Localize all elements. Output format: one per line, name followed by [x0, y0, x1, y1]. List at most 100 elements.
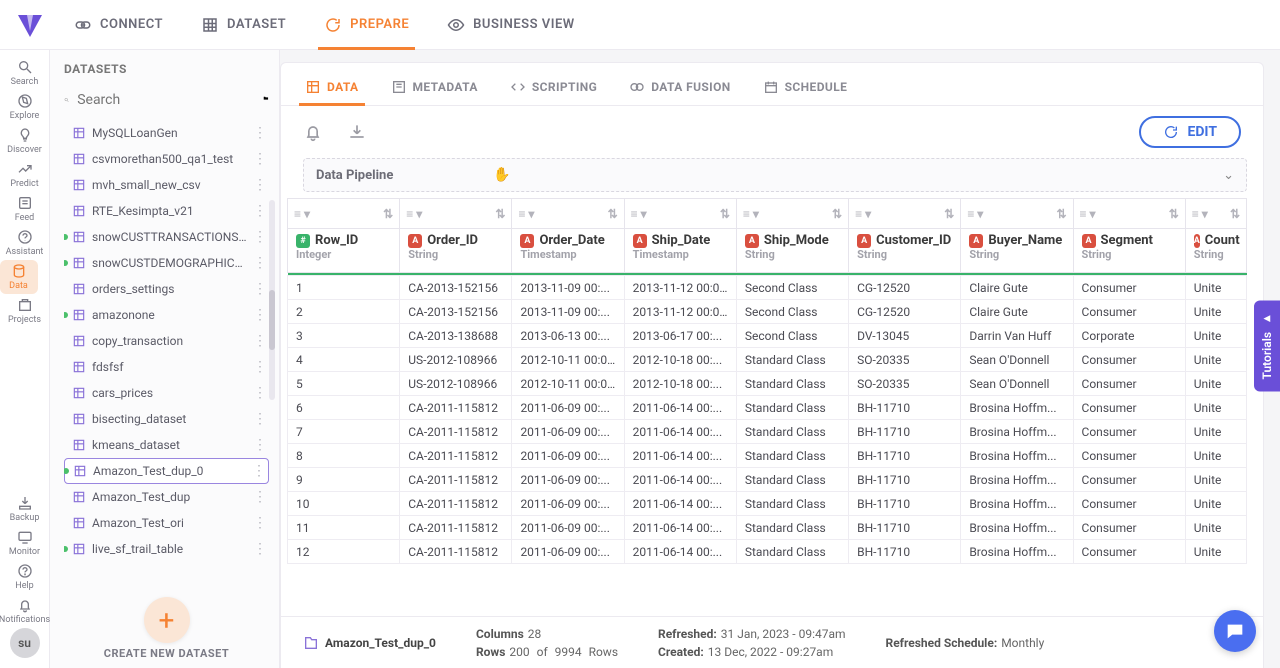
table-row[interactable]: 12CA-2011-1158122011-06-09 00:...2011-06…	[288, 540, 1247, 564]
dataset-item[interactable]: csvmorethan500_qa1_test⋮	[64, 146, 269, 172]
rail-feed[interactable]: Feed	[0, 192, 50, 226]
table-row[interactable]: 6CA-2011-1158122011-06-09 00:...2011-06-…	[288, 396, 1247, 420]
rail-help[interactable]: Help	[0, 560, 50, 594]
more-icon[interactable]: ⋮	[253, 203, 265, 219]
column-filter[interactable]: ≡ ▾⇅	[1185, 199, 1246, 229]
more-icon[interactable]: ⋮	[253, 411, 265, 427]
table-row[interactable]: 2CA-2013-1521562013-11-09 00:...2013-11-…	[288, 300, 1247, 324]
topnav-business-view[interactable]: BUSINESS VIEW	[447, 1, 575, 49]
column-header[interactable]: AOrder_DateTimestamp	[512, 229, 624, 273]
dataset-item[interactable]: orders_settings⋮	[64, 276, 269, 302]
tutorials-tab[interactable]: Tutorials ▸	[1254, 300, 1280, 391]
chat-button[interactable]	[1214, 610, 1256, 652]
add-dataset-button[interactable]: +	[144, 597, 190, 643]
column-name: Segment	[1101, 233, 1153, 248]
edit-button[interactable]: EDIT	[1139, 116, 1241, 148]
table-row[interactable]: 8CA-2011-1158122011-06-09 00:...2011-06-…	[288, 444, 1247, 468]
dataset-item[interactable]: Amazon_Test_dup_0⋮	[64, 458, 269, 484]
rail-backup[interactable]: Backup	[0, 492, 50, 526]
more-icon[interactable]: ⋮	[253, 333, 265, 349]
table-row[interactable]: 3CA-2013-1386882013-06-13 00:...2013-06-…	[288, 324, 1247, 348]
table-row[interactable]: 10CA-2011-1158122011-06-09 00:...2011-06…	[288, 492, 1247, 516]
more-icon[interactable]: ⋮	[253, 125, 265, 141]
rail-predict[interactable]: Predict	[0, 158, 50, 192]
rail-discover[interactable]: Discover	[0, 124, 50, 158]
column-filter[interactable]: ≡ ▾⇅	[849, 199, 961, 229]
data-pipeline-bar[interactable]: Data Pipeline ✋ ⌄	[303, 158, 1247, 192]
dataset-item[interactable]: fdsfsf⋮	[64, 354, 269, 380]
column-header[interactable]: ASegmentString	[1073, 229, 1185, 273]
dataset-scrollbar[interactable]	[269, 200, 275, 400]
column-header[interactable]: ABuyer_NameString	[961, 229, 1073, 273]
dataset-item[interactable]: bisecting_dataset⋮	[64, 406, 269, 432]
dataset-item[interactable]: live_sf_trail_table⋮	[64, 536, 269, 562]
subtab-data[interactable]: DATA	[303, 73, 361, 105]
dataset-item[interactable]: Amazon_Test_dup⋮	[64, 484, 269, 510]
more-icon[interactable]: ⋮	[253, 489, 265, 505]
user-avatar[interactable]: su	[10, 628, 40, 658]
dataset-search-input[interactable]	[77, 92, 255, 108]
dataset-item[interactable]: mvh_small_new_csv⋮	[64, 172, 269, 198]
more-icon[interactable]: ⋮	[253, 307, 265, 323]
subtab-schedule[interactable]: SCHEDULE	[761, 73, 850, 105]
more-icon[interactable]: ⋮	[253, 515, 265, 531]
more-icon[interactable]: ⋮	[253, 151, 265, 167]
subtab-metadata[interactable]: METADATA	[389, 73, 480, 105]
dataset-item[interactable]: kmeans_dataset⋮	[64, 432, 269, 458]
column-filter[interactable]: ≡ ▾⇅	[288, 199, 400, 229]
rail-monitor[interactable]: Monitor	[0, 526, 50, 560]
table-row[interactable]: 4US-2012-1089662012-10-11 00:0...2012-10…	[288, 348, 1247, 372]
table-row[interactable]: 11CA-2011-1158122011-06-09 00:...2011-06…	[288, 516, 1247, 540]
column-filter[interactable]: ≡ ▾⇅	[512, 199, 624, 229]
dataset-item[interactable]: snowCUSTDEMOGRAPHICS_T...⋮	[64, 250, 269, 276]
more-icon[interactable]: ⋮	[253, 541, 265, 557]
rail-assistant[interactable]: Assistant	[0, 226, 50, 260]
column-filter[interactable]: ≡ ▾⇅	[400, 199, 512, 229]
chevron-down-icon[interactable]: ⌄	[1223, 168, 1234, 183]
dataset-item[interactable]: snowCUSTTRANSACTIONS_T...⋮	[64, 224, 269, 250]
more-icon[interactable]: ⋮	[253, 281, 265, 297]
table-row[interactable]: 7CA-2011-1158122011-06-09 00:...2011-06-…	[288, 420, 1247, 444]
column-header[interactable]: AShip_ModeString	[736, 229, 848, 273]
rail-explore[interactable]: Explore	[0, 90, 50, 124]
more-icon[interactable]: ⋮	[253, 229, 265, 245]
column-header[interactable]: ACountString	[1185, 229, 1246, 273]
table-row[interactable]: 9CA-2011-1158122011-06-09 00:...2011-06-…	[288, 468, 1247, 492]
rail-search[interactable]: Search	[0, 56, 50, 90]
table-row[interactable]: 1CA-2013-1521562013-11-09 00:...2013-11-…	[288, 276, 1247, 300]
column-header[interactable]: AShip_DateTimestamp	[624, 229, 736, 273]
rail-data[interactable]: Data	[0, 260, 38, 294]
dataset-item[interactable]: amazonone⋮	[64, 302, 269, 328]
column-header[interactable]: #Row_IDInteger	[288, 229, 400, 273]
dataset-item[interactable]: MySQLLoanGen⋮	[64, 120, 269, 146]
dataset-item[interactable]: Amazon_Test_ori⋮	[64, 510, 269, 536]
download-icon[interactable]	[347, 122, 367, 142]
folder-icon[interactable]	[263, 90, 269, 110]
more-icon[interactable]: ⋮	[253, 177, 265, 193]
more-icon[interactable]: ⋮	[253, 385, 265, 401]
dataset-item[interactable]: copy_transaction⋮	[64, 328, 269, 354]
column-header[interactable]: ACustomer_IDString	[849, 229, 961, 273]
column-name: Row_ID	[315, 233, 358, 248]
dataset-item[interactable]: RTE_Kesimpta_v21⋮	[64, 198, 269, 224]
dataset-item[interactable]: cars_prices⋮	[64, 380, 269, 406]
table-row[interactable]: 5US-2012-1089662012-10-11 00:0...2012-10…	[288, 372, 1247, 396]
rail-notifications[interactable]: Notifications	[0, 594, 50, 628]
bell-icon[interactable]	[303, 122, 323, 142]
column-filter[interactable]: ≡ ▾⇅	[961, 199, 1073, 229]
topnav-dataset[interactable]: DATASET	[201, 1, 286, 49]
column-filter[interactable]: ≡ ▾⇅	[624, 199, 736, 229]
more-icon[interactable]: ⋮	[253, 437, 265, 453]
column-header[interactable]: AOrder_IDString	[400, 229, 512, 273]
more-icon[interactable]: ⋮	[253, 255, 265, 271]
column-filter[interactable]: ≡ ▾⇅	[736, 199, 848, 229]
topnav-prepare[interactable]: PREPARE	[324, 1, 409, 49]
more-icon[interactable]: ⋮	[252, 463, 264, 479]
topnav-connect[interactable]: CONNECT	[74, 1, 163, 49]
column-filter[interactable]: ≡ ▾⇅	[1073, 199, 1185, 229]
more-icon[interactable]: ⋮	[253, 359, 265, 375]
app-logo[interactable]	[14, 9, 46, 41]
subtab-data-fusion[interactable]: DATA FUSION	[627, 73, 732, 105]
subtab-scripting[interactable]: SCRIPTING	[508, 73, 599, 105]
rail-projects[interactable]: Projects	[0, 294, 50, 328]
